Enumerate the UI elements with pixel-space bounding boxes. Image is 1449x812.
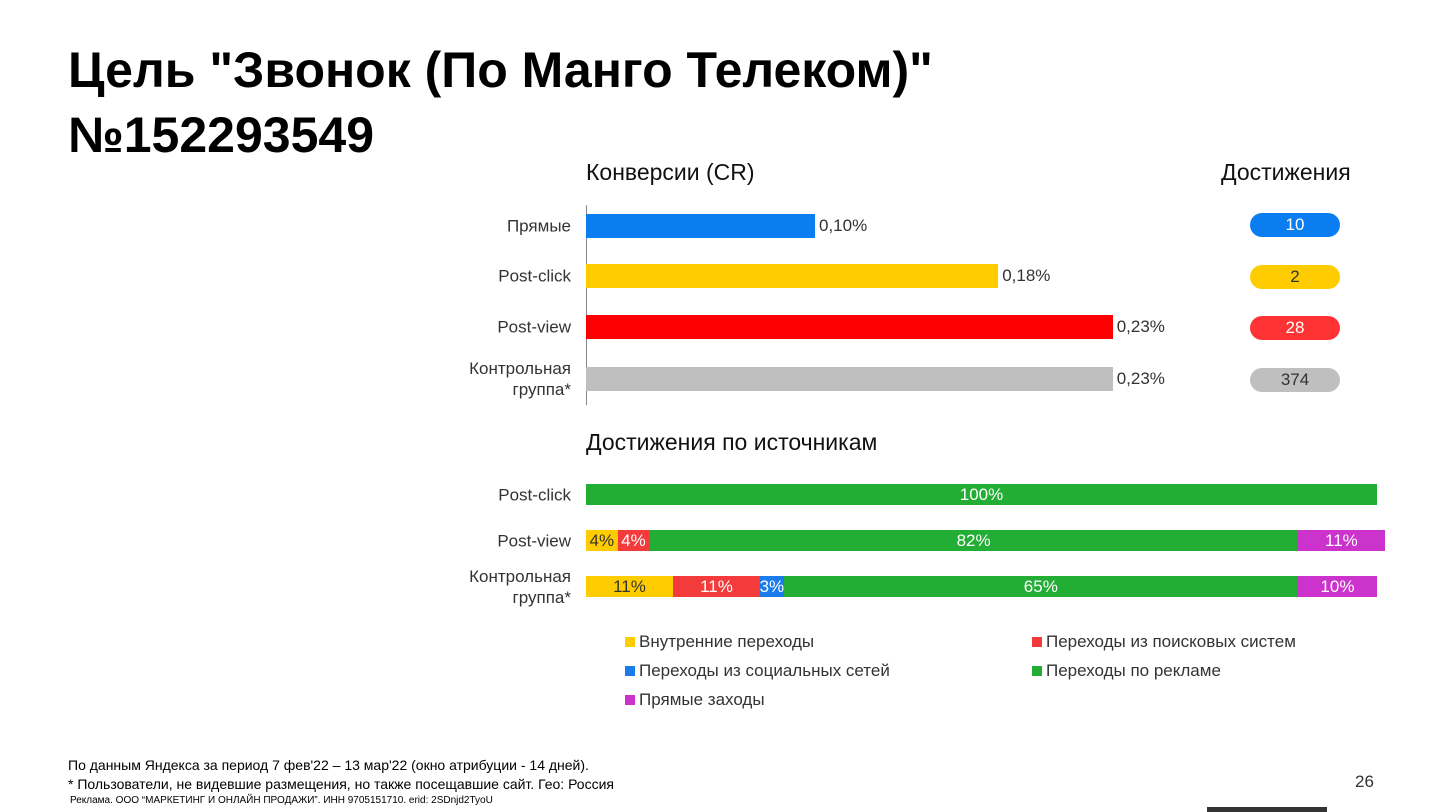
bar-segment — [586, 576, 673, 597]
legend-label: Внутренние переходы — [639, 632, 815, 651]
slide-title: Цель "Звонок (По Манго Телеком)" — [68, 42, 933, 98]
segment-label: 3% — [759, 576, 785, 596]
chart-title: Конверсии (CR) — [586, 159, 755, 185]
category-label: Post-view — [497, 531, 571, 550]
bar-segment — [673, 576, 760, 597]
bar-segment — [586, 484, 1377, 505]
legend-swatch — [1032, 666, 1042, 676]
segment-label: 11% — [613, 576, 646, 596]
segment-label: 10% — [1320, 576, 1355, 596]
legend-swatch — [1032, 637, 1042, 647]
value-label: 0,10% — [819, 216, 868, 235]
bar — [586, 264, 999, 288]
segment-label: 11% — [1325, 530, 1358, 550]
category-label: Post-click — [498, 485, 571, 504]
achievement-badge: 28 — [1250, 316, 1340, 340]
page-number: 26 — [1355, 772, 1374, 791]
legend-label: Переходы по рекламе — [1046, 661, 1221, 680]
segment-label: 65% — [1023, 576, 1058, 596]
legend-swatch — [625, 637, 635, 647]
category-label: Контрольная группа* — [469, 566, 571, 607]
footnote: * Пользователи, не видевшие размещения, … — [68, 776, 614, 792]
value-label: 0,18% — [1002, 266, 1051, 285]
achievement-badge: 2 — [1250, 265, 1340, 289]
segment-label: 4% — [621, 530, 646, 550]
legend-swatch — [625, 695, 635, 705]
legend-swatch — [625, 666, 635, 676]
achievement-badge: 374 — [1250, 368, 1340, 392]
category-label: Post-click — [498, 266, 571, 286]
category-label: Прямые — [506, 216, 571, 236]
segment-label: 100% — [959, 484, 1004, 504]
achievements-title: Достижения — [1221, 159, 1351, 185]
bar-segment — [1297, 576, 1377, 597]
legend-label: Переходы из поисковых систем — [1046, 632, 1296, 651]
bar-segment — [783, 576, 1298, 597]
category-label: Контрольная группа* — [469, 359, 571, 399]
footnote: По данным Яндекса за период 7 фев'22 – 1… — [68, 757, 589, 773]
bar — [586, 214, 815, 238]
axis-line — [586, 205, 587, 405]
bar-segment — [760, 576, 784, 597]
category-label: Post-view — [497, 317, 571, 337]
value-label: 0,23% — [1116, 317, 1165, 336]
segment-label: 82% — [956, 530, 991, 550]
bar — [586, 315, 1113, 339]
bar-segment — [617, 530, 650, 551]
slide-title: №152293549 — [68, 107, 375, 163]
bar — [586, 367, 1113, 391]
chart-title: Достижения по источникам — [586, 429, 878, 455]
achievement-badge: 10 — [1250, 213, 1340, 237]
legend-label: Переходы из социальных сетей — [639, 661, 890, 680]
bar-segment — [586, 530, 618, 551]
segment-label: 11% — [700, 576, 733, 596]
segment-label: 4% — [589, 530, 615, 550]
decor-bar — [1207, 807, 1327, 812]
bar-segment — [1297, 530, 1385, 551]
value-label: 0,23% — [1116, 369, 1165, 388]
ad-note: Реклама. ООО “МАРКЕТИНГ И ОНЛАЙН ПРОДАЖИ… — [70, 795, 493, 806]
legend-label: Прямые заходы — [639, 690, 765, 709]
bar-segment — [649, 530, 1298, 551]
